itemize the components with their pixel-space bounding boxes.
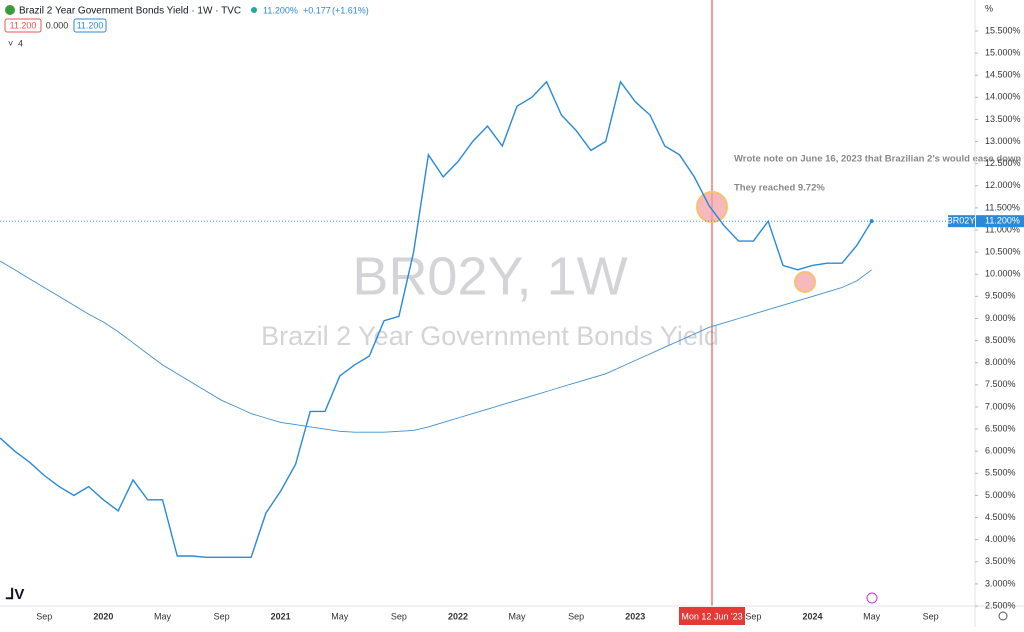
bid: 11.200 [10, 20, 37, 30]
last-label: 11.200% [985, 216, 1020, 226]
y-tick-label: 14.500% [985, 70, 1021, 80]
header-last: 11.200% [263, 5, 298, 15]
logo: ⅃V [5, 586, 24, 603]
y-tick-label: 10.000% [985, 269, 1021, 279]
y-tick-label: 12.000% [985, 180, 1021, 190]
x-tick-label: 2024 [802, 611, 822, 621]
x-tick-label: 2020 [93, 611, 113, 621]
settings-icon[interactable] [998, 611, 1008, 621]
x-tick-label: 2022 [448, 611, 468, 621]
indicator-count[interactable]: 4 [18, 38, 23, 48]
y-tick-label: 7.000% [985, 401, 1016, 411]
watermark-name: Brazil 2 Year Government Bonds Yield [261, 321, 719, 351]
last-label-box [976, 215, 1024, 228]
x-tick-label: Sep [568, 611, 584, 621]
y-tick-label: 13.500% [985, 114, 1021, 124]
y-tick-label: 3.000% [985, 578, 1016, 588]
y-tick-label: 13.000% [985, 136, 1021, 146]
symbol-label-box [948, 215, 975, 228]
x-tick-label: Sep [745, 611, 761, 621]
x-tick-label: Sep [391, 611, 407, 621]
y-tick-label: 15.500% [985, 25, 1021, 35]
y-tick-label: 5.500% [985, 468, 1016, 478]
crosshair-label: Mon 12 Jun '23 [681, 611, 742, 621]
y-tick-label: 10.500% [985, 247, 1021, 257]
y-tick-label: 2.500% [985, 600, 1016, 610]
x-tick-label: 2021 [271, 611, 291, 621]
x-tick-label: Sep [36, 611, 52, 621]
y-tick-label: 15.000% [985, 47, 1021, 57]
spread: 0.000 [46, 20, 69, 30]
y-tick-label: 9.000% [985, 313, 1016, 323]
y-tick-label: 11.000% [985, 224, 1020, 234]
x-tick-label: Sep [923, 611, 939, 621]
y-tick-label: 11.500% [985, 202, 1020, 212]
y-unit: % [985, 3, 993, 13]
header-change: +0.177 [303, 5, 331, 15]
y-tick-label: 6.000% [985, 446, 1016, 456]
symbol-label: BR02Y [947, 216, 976, 226]
y-tick-label: 9.500% [985, 291, 1016, 301]
y-tick-label: 12.500% [985, 158, 1021, 168]
x-tick-label: Sep [214, 611, 230, 621]
header-title: Brazil 2 Year Government Bonds Yield · 1… [19, 6, 241, 17]
ask: 11.200 [77, 20, 104, 30]
x-tick-label: May [509, 611, 527, 621]
x-tick-label: May [863, 611, 881, 621]
y-tick-label: 3.500% [985, 556, 1016, 566]
highlight-circle [696, 191, 728, 223]
header-change-pct: (+1.61%) [332, 5, 369, 15]
annotation: They reached 9.72% [734, 183, 825, 194]
bid-box [4, 18, 42, 33]
y-tick-label: 4.000% [985, 534, 1016, 544]
indicator-toggle[interactable]: ˅ [8, 38, 13, 48]
y-tick-label: 5.000% [985, 490, 1016, 500]
series-line [0, 260, 872, 433]
last-point [869, 219, 874, 224]
x-tick-label: May [331, 611, 349, 621]
x-tick-label: 2023 [625, 611, 645, 621]
x-tick-label: May [154, 611, 172, 621]
y-tick-label: 14.000% [985, 92, 1021, 102]
status-dot [251, 7, 257, 13]
y-tick-label: 4.500% [985, 512, 1016, 522]
event-icon[interactable] [866, 592, 878, 604]
annotation: Wrote note on June 16, 2023 that Brazili… [734, 154, 1024, 165]
watermark-symbol: BR02Y, 1W [352, 246, 627, 306]
y-tick-label: 8.000% [985, 357, 1016, 367]
flag-icon [5, 5, 15, 15]
series-line [0, 80, 873, 558]
crosshair-label-box [679, 607, 745, 625]
highlight-circle [794, 271, 816, 293]
y-tick-label: 8.500% [985, 335, 1016, 345]
y-tick-label: 6.500% [985, 423, 1016, 433]
ask-box [73, 18, 107, 33]
y-tick-label: 7.500% [985, 379, 1016, 389]
